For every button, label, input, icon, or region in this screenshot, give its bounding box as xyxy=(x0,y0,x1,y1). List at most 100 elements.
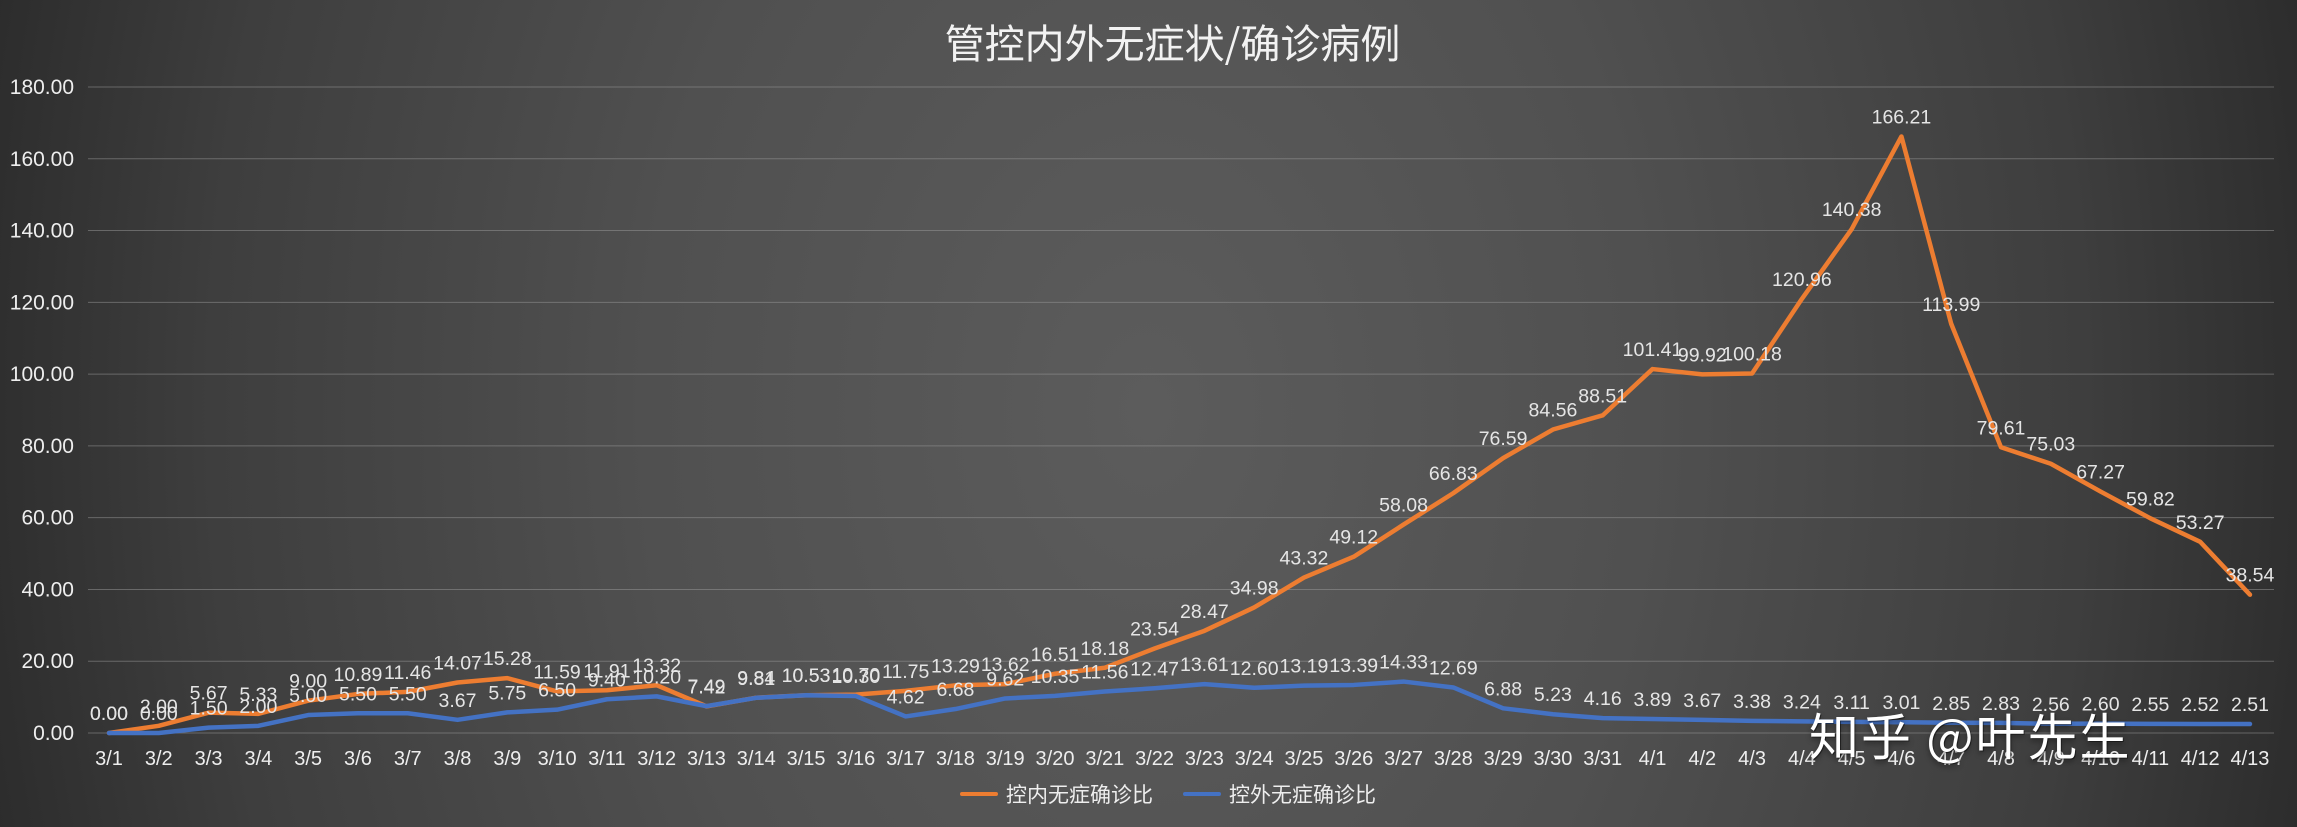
svg-text:13.29: 13.29 xyxy=(931,655,980,677)
svg-text:3/28: 3/28 xyxy=(1434,748,1473,770)
svg-text:3/19: 3/19 xyxy=(986,748,1025,770)
svg-text:3/10: 3/10 xyxy=(538,748,577,770)
svg-text:120.00: 120.00 xyxy=(10,291,74,314)
svg-text:4/1: 4/1 xyxy=(1639,748,1667,770)
svg-text:3/7: 3/7 xyxy=(394,748,422,770)
svg-text:101.41: 101.41 xyxy=(1623,339,1683,361)
svg-text:10.35: 10.35 xyxy=(1031,666,1080,688)
svg-text:67.27: 67.27 xyxy=(2076,462,2125,484)
svg-text:34.98: 34.98 xyxy=(1230,577,1279,599)
svg-text:38.54: 38.54 xyxy=(2226,565,2275,587)
svg-text:140.38: 140.38 xyxy=(1822,199,1882,221)
svg-text:11.56: 11.56 xyxy=(1081,662,1128,684)
svg-text:12.60: 12.60 xyxy=(1230,658,1279,680)
svg-text:79.61: 79.61 xyxy=(1977,417,2026,439)
svg-text:3/30: 3/30 xyxy=(1533,748,1572,770)
svg-text:2.00: 2.00 xyxy=(239,696,277,718)
svg-text:3/4: 3/4 xyxy=(244,748,272,770)
svg-text:76.59: 76.59 xyxy=(1479,428,1528,450)
svg-text:15.28: 15.28 xyxy=(483,648,532,670)
svg-text:53.27: 53.27 xyxy=(2176,512,2225,534)
svg-text:10.30: 10.30 xyxy=(831,666,880,688)
svg-text:3/16: 3/16 xyxy=(836,748,875,770)
svg-text:5.50: 5.50 xyxy=(339,683,377,705)
svg-text:60.00: 60.00 xyxy=(21,507,74,530)
svg-text:3/14: 3/14 xyxy=(737,748,776,770)
svg-text:18.18: 18.18 xyxy=(1080,638,1129,660)
svg-text:3/23: 3/23 xyxy=(1185,748,1224,770)
svg-text:88.51: 88.51 xyxy=(1578,385,1627,407)
svg-text:4/13: 4/13 xyxy=(2231,748,2270,770)
svg-text:3/22: 3/22 xyxy=(1135,748,1174,770)
svg-text:3/11: 3/11 xyxy=(588,748,625,770)
svg-text:84.56: 84.56 xyxy=(1529,400,1578,422)
svg-text:3.89: 3.89 xyxy=(1634,689,1672,711)
svg-text:28.47: 28.47 xyxy=(1180,601,1229,623)
svg-text:0.00: 0.00 xyxy=(90,703,128,725)
svg-text:2.55: 2.55 xyxy=(2131,694,2169,716)
svg-text:10.20: 10.20 xyxy=(632,666,681,688)
svg-text:59.82: 59.82 xyxy=(2126,488,2175,510)
svg-text:6.50: 6.50 xyxy=(538,680,576,702)
svg-text:3/15: 3/15 xyxy=(787,748,826,770)
svg-text:5.50: 5.50 xyxy=(389,683,427,705)
svg-text:3/25: 3/25 xyxy=(1284,748,1323,770)
svg-text:4/11: 4/11 xyxy=(2132,748,2169,770)
svg-text:13.61: 13.61 xyxy=(1180,654,1229,676)
svg-text:120.96: 120.96 xyxy=(1772,269,1832,291)
svg-text:6.68: 6.68 xyxy=(936,679,974,701)
svg-text:3/17: 3/17 xyxy=(886,748,925,770)
svg-text:3/1: 3/1 xyxy=(95,748,123,770)
svg-text:99.92: 99.92 xyxy=(1678,344,1727,366)
svg-text:3/12: 3/12 xyxy=(637,748,676,770)
svg-text:75.03: 75.03 xyxy=(2026,434,2075,456)
svg-text:5.75: 5.75 xyxy=(488,682,526,704)
svg-text:9.40: 9.40 xyxy=(588,669,626,691)
svg-text:80.00: 80.00 xyxy=(21,435,74,458)
svg-text:3/3: 3/3 xyxy=(195,748,223,770)
svg-text:13.39: 13.39 xyxy=(1329,655,1378,677)
svg-text:3.67: 3.67 xyxy=(439,690,477,712)
svg-text:3/13: 3/13 xyxy=(687,748,726,770)
svg-text:4.62: 4.62 xyxy=(887,686,925,708)
svg-text:100.18: 100.18 xyxy=(1722,343,1782,365)
svg-text:6.88: 6.88 xyxy=(1484,678,1522,700)
svg-text:5.23: 5.23 xyxy=(1534,684,1572,706)
svg-text:140.00: 140.00 xyxy=(10,220,74,243)
svg-text:3.67: 3.67 xyxy=(1683,690,1721,712)
svg-text:4/3: 4/3 xyxy=(1738,748,1766,770)
svg-text:20.00: 20.00 xyxy=(21,650,74,673)
svg-text:0.00: 0.00 xyxy=(140,703,178,725)
svg-text:166.21: 166.21 xyxy=(1872,106,1932,128)
svg-text:3/24: 3/24 xyxy=(1235,748,1274,770)
svg-text:4/12: 4/12 xyxy=(2181,748,2220,770)
svg-text:12.69: 12.69 xyxy=(1429,657,1478,679)
svg-text:3/6: 3/6 xyxy=(344,748,372,770)
svg-text:3/21: 3/21 xyxy=(1085,748,1124,770)
svg-text:0.00: 0.00 xyxy=(33,722,74,745)
svg-text:3.38: 3.38 xyxy=(1733,691,1771,713)
svg-text:58.08: 58.08 xyxy=(1379,495,1428,517)
svg-text:4/2: 4/2 xyxy=(1688,748,1716,770)
svg-text:3/9: 3/9 xyxy=(493,748,521,770)
svg-text:13.19: 13.19 xyxy=(1280,656,1329,678)
svg-text:180.00: 180.00 xyxy=(10,76,74,99)
svg-text:14.07: 14.07 xyxy=(433,653,482,675)
svg-text:5.00: 5.00 xyxy=(289,685,327,707)
svg-text:3/18: 3/18 xyxy=(936,748,975,770)
svg-text:43.32: 43.32 xyxy=(1280,548,1329,570)
svg-text:49.12: 49.12 xyxy=(1329,527,1378,549)
svg-text:3/20: 3/20 xyxy=(1036,748,1075,770)
svg-text:4.16: 4.16 xyxy=(1584,688,1622,710)
svg-text:3/26: 3/26 xyxy=(1334,748,1373,770)
svg-text:3/8: 3/8 xyxy=(444,748,472,770)
svg-text:40.00: 40.00 xyxy=(21,578,74,601)
svg-text:12.47: 12.47 xyxy=(1130,658,1179,680)
svg-text:2.52: 2.52 xyxy=(2181,694,2219,716)
svg-text:160.00: 160.00 xyxy=(10,148,74,171)
svg-text:2.51: 2.51 xyxy=(2231,694,2269,716)
svg-text:14.33: 14.33 xyxy=(1379,652,1428,674)
svg-text:9.62: 9.62 xyxy=(986,668,1024,690)
svg-text:3/2: 3/2 xyxy=(145,748,173,770)
svg-text:10.53: 10.53 xyxy=(782,665,831,687)
